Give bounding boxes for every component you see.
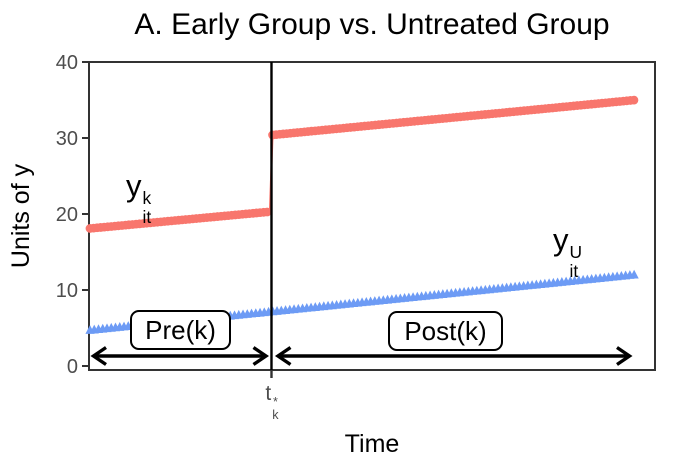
y-axis-title: Units of y <box>7 163 35 269</box>
series-label-early-treated: y k it <box>126 170 151 226</box>
x-tick-base: t <box>265 382 272 405</box>
data-marker-triangle <box>629 269 639 279</box>
y-tick-label: 30 <box>56 128 78 150</box>
y-tick-label: 10 <box>56 280 78 302</box>
series-label-base: y <box>126 168 142 203</box>
pre-period-arrow-left-arrowhead <box>90 346 107 366</box>
series-label-sub: it <box>569 260 579 281</box>
y-tick-label: 0 <box>67 356 78 378</box>
chart-title: A. Early Group vs. Untreated Group <box>134 8 610 41</box>
x-tick-label-treatment-time: t * k <box>241 383 303 422</box>
x-tick-sup: * <box>272 395 278 410</box>
post-period-box: Post(k) <box>388 311 503 351</box>
series-label-sub: it <box>142 206 152 227</box>
data-marker-circle <box>629 95 639 105</box>
x-axis-title: Time <box>344 430 400 458</box>
pre-period-box: Pre(k) <box>130 310 231 350</box>
post-period-arrow-right-arrowhead <box>616 346 633 366</box>
post-period-arrow-left-arrowhead <box>274 346 292 366</box>
pre-period-arrow-right-arrowhead <box>252 346 270 366</box>
y-tick-label: 40 <box>56 52 78 74</box>
series-label-base: y <box>553 222 569 257</box>
series-label-sup: U <box>569 242 583 263</box>
series-label-sup: k <box>142 188 152 209</box>
y-tick-label: 20 <box>56 204 78 226</box>
x-tick-sub: k <box>272 408 279 423</box>
